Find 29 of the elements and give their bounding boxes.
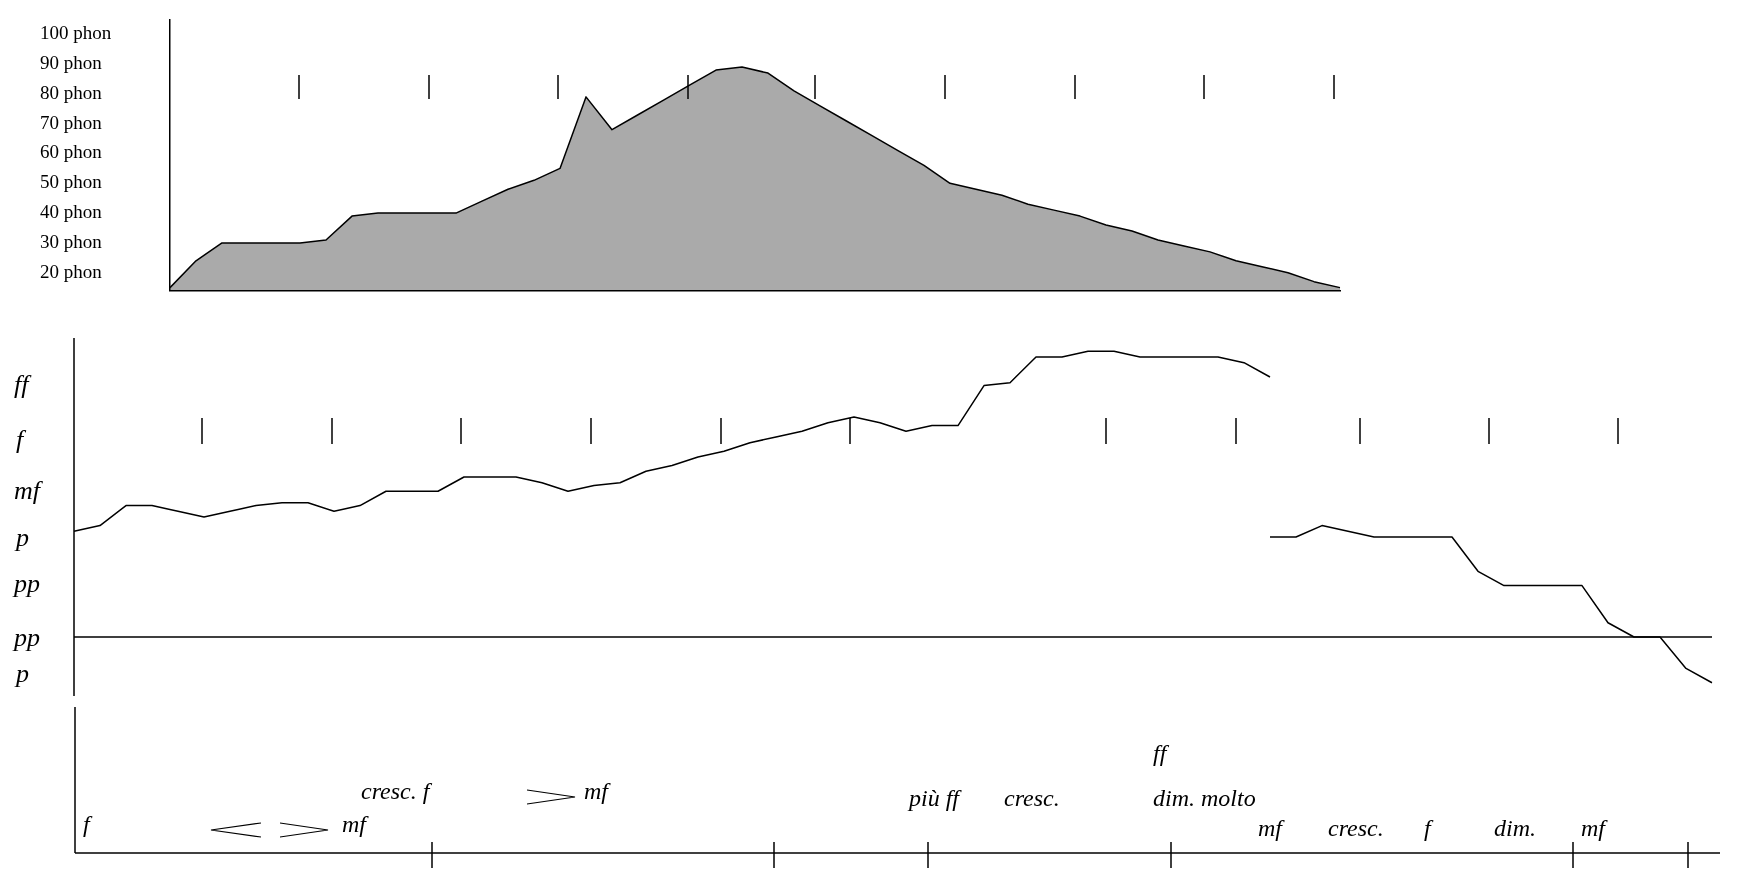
text: dim. [1494, 815, 1536, 841]
y-tick-label: 90 phon [40, 52, 103, 74]
text: mf [584, 778, 612, 804]
text: f [1424, 815, 1434, 841]
y-tick-label: 80 phon [40, 81, 103, 103]
text: ff [14, 370, 33, 399]
y-tick-label: 20 phon [40, 260, 103, 282]
text: p [14, 659, 29, 688]
text: cresc. [1328, 815, 1384, 841]
text: cresc. f [361, 778, 433, 804]
y-tick-label: 70 phon [40, 111, 103, 133]
text: mf [1581, 815, 1609, 841]
text: mf [1258, 815, 1286, 841]
text: pp [12, 569, 40, 598]
text: f [16, 425, 27, 454]
text: pp [12, 623, 40, 652]
text: cresc. [1004, 785, 1060, 811]
y-tick-label: 50 phon [40, 171, 103, 193]
text: p [14, 523, 29, 552]
text: ff [1153, 740, 1170, 766]
text: dim. molto [1153, 785, 1256, 811]
text: f [83, 811, 93, 837]
y-tick-label: 100 phon [40, 22, 112, 44]
y-tick-label: 60 phon [40, 141, 103, 163]
text: mf [342, 811, 370, 837]
y-tick-label: 40 phon [40, 201, 103, 223]
text: mf [14, 476, 44, 505]
y-tick-label: 30 phon [40, 230, 103, 252]
text: più ff [907, 785, 963, 811]
